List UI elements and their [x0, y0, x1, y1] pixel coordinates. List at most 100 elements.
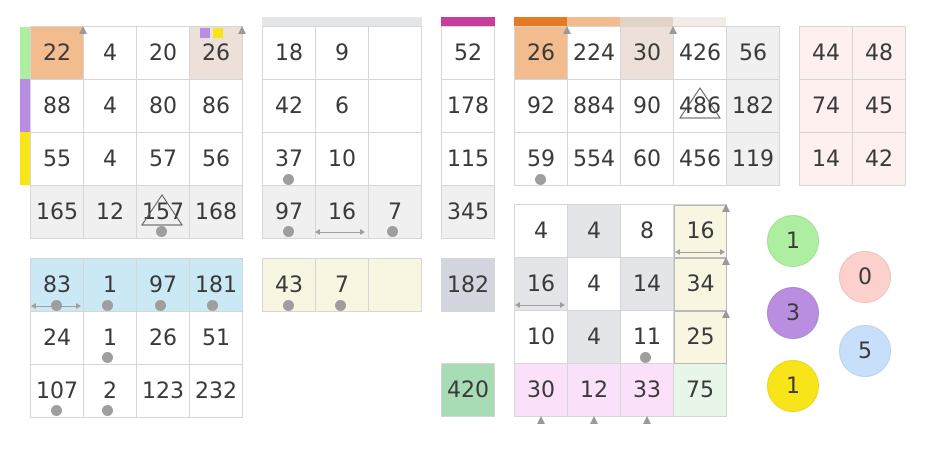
puzzle-grid-8: 182: [441, 258, 495, 312]
grid-cell[interactable]: 10: [515, 311, 568, 364]
double-arrow-icon: [675, 249, 725, 255]
grid-cell[interactable]: 57: [137, 133, 190, 186]
grid-cell[interactable]: 45: [853, 80, 906, 133]
arrow-up-icon: [669, 26, 677, 34]
dot-icon: [283, 300, 294, 311]
puzzle-grid-10: 4 4 8 16 16 4 14 34 10 4 11 25 30 12 33 …: [514, 204, 727, 417]
arrow-up-icon: [722, 310, 730, 318]
arrow-up-icon: [563, 26, 571, 34]
dot-icon: [102, 405, 113, 416]
grid-cell[interactable]: 33: [621, 364, 674, 417]
grid-cell[interactable]: 44: [800, 27, 853, 80]
grid-cell[interactable]: [369, 133, 422, 186]
grid-cell[interactable]: 60: [621, 133, 674, 186]
dot-icon: [207, 300, 218, 311]
grid-cell[interactable]: 4: [515, 205, 568, 258]
grid-cell[interactable]: 86: [190, 80, 243, 133]
arrow-up-icon: [722, 204, 730, 212]
grid-cell[interactable]: 232: [190, 365, 243, 418]
sum-cell: 7: [369, 186, 422, 239]
grid-cell[interactable]: 59: [515, 133, 568, 186]
grid-cell[interactable]: 48: [853, 27, 906, 80]
sum-cell: 182: [727, 80, 780, 133]
grid-cell[interactable]: 4: [568, 258, 621, 311]
grid-cell[interactable]: 14: [800, 133, 853, 186]
grid-cell[interactable]: 178: [442, 80, 495, 133]
number-circle-purple[interactable]: 3: [767, 287, 819, 339]
grid-cell[interactable]: 24: [31, 312, 84, 365]
arrow-up-icon: [722, 257, 730, 265]
grid-cell[interactable]: 74: [800, 80, 853, 133]
grid-cell[interactable]: 4: [568, 311, 621, 364]
grid-cell[interactable]: 75: [674, 364, 727, 417]
grid-cell[interactable]: [369, 80, 422, 133]
grid-cell[interactable]: 4: [84, 27, 137, 80]
dot-icon: [387, 226, 398, 237]
grid-cell[interactable]: 20: [137, 27, 190, 80]
grid-cell[interactable]: [369, 259, 422, 312]
grid-cell[interactable]: 16: [515, 258, 568, 311]
arrow-up-icon: [643, 416, 651, 424]
grid-cell[interactable]: 37: [263, 133, 316, 186]
grid-cell[interactable]: 56: [190, 133, 243, 186]
grid-cell[interactable]: 8: [621, 205, 674, 258]
triangle-outline-icon: [141, 194, 183, 226]
grid-cell[interactable]: 22: [31, 27, 84, 80]
number-circle-pink[interactable]: 0: [839, 251, 891, 303]
grid-cell[interactable]: 90: [621, 80, 674, 133]
grid-cell[interactable]: 182: [442, 259, 495, 312]
grid-cell[interactable]: 4: [84, 133, 137, 186]
number-circle-yellow[interactable]: 1: [767, 360, 819, 412]
puzzle-grid-5: 44 48 74 45 14 42: [799, 26, 906, 186]
grid-cell[interactable]: 52: [442, 27, 495, 80]
grid-cell[interactable]: 123: [137, 365, 190, 418]
grid-cell[interactable]: [369, 27, 422, 80]
dot-icon: [102, 300, 113, 311]
grid-cell[interactable]: 26: [515, 27, 568, 80]
sum-cell: 56: [727, 27, 780, 80]
grid-cell[interactable]: 12: [568, 364, 621, 417]
row-color-purple: [20, 79, 30, 132]
grid-cell[interactable]: 107: [31, 365, 84, 418]
grid-cell[interactable]: 554: [568, 133, 621, 186]
grid-cell[interactable]: 97: [137, 259, 190, 312]
grid-cell[interactable]: 6: [316, 80, 369, 133]
puzzle-grid-4: 26 224 30 426 56 92 884 90 486 182 59 55…: [514, 26, 780, 186]
sum-cell: 345: [442, 186, 495, 239]
grid-cell[interactable]: 426: [674, 27, 727, 80]
header-strip-peach: [567, 17, 620, 26]
number-circle-blue[interactable]: 5: [839, 325, 891, 377]
grid-cell[interactable]: 42: [853, 133, 906, 186]
puzzle-grid-6: 83 1 97 181 24 1 26 51 107 2 123 232: [30, 258, 243, 418]
grid-cell[interactable]: 115: [442, 133, 495, 186]
number-circle-green[interactable]: 1: [767, 215, 819, 267]
grid-cell[interactable]: 9: [316, 27, 369, 80]
grid-cell[interactable]: 42: [263, 80, 316, 133]
grid-cell[interactable]: 88: [31, 80, 84, 133]
header-strip-orange: [514, 17, 567, 26]
grid-cell[interactable]: 4: [568, 205, 621, 258]
grid-cell[interactable]: 884: [568, 80, 621, 133]
grid-cell[interactable]: 456: [674, 133, 727, 186]
grid-cell[interactable]: 34: [674, 258, 727, 311]
grid-cell[interactable]: 92: [515, 80, 568, 133]
grid-cell[interactable]: 55: [31, 133, 84, 186]
grid-cell[interactable]: 30: [515, 364, 568, 417]
grid-cell[interactable]: 16: [674, 205, 727, 258]
grid-cell[interactable]: 30: [621, 27, 674, 80]
grid-cell[interactable]: 10: [316, 133, 369, 186]
grid-cell[interactable]: 25: [674, 311, 727, 364]
grid-cell[interactable]: 4: [84, 80, 137, 133]
dot-icon: [535, 174, 546, 185]
arrow-up-icon: [238, 26, 246, 34]
grid-cell[interactable]: 26: [137, 312, 190, 365]
arrow-up-icon: [79, 26, 87, 34]
grid-cell[interactable]: 14: [621, 258, 674, 311]
header-strip: [441, 17, 495, 26]
grid-cell[interactable]: 224: [568, 27, 621, 80]
grid-cell[interactable]: 51: [190, 312, 243, 365]
grid-cell[interactable]: 80: [137, 80, 190, 133]
dot-icon: [640, 352, 651, 363]
grid-cell[interactable]: 420: [442, 364, 495, 417]
grid-cell[interactable]: 18: [263, 27, 316, 80]
